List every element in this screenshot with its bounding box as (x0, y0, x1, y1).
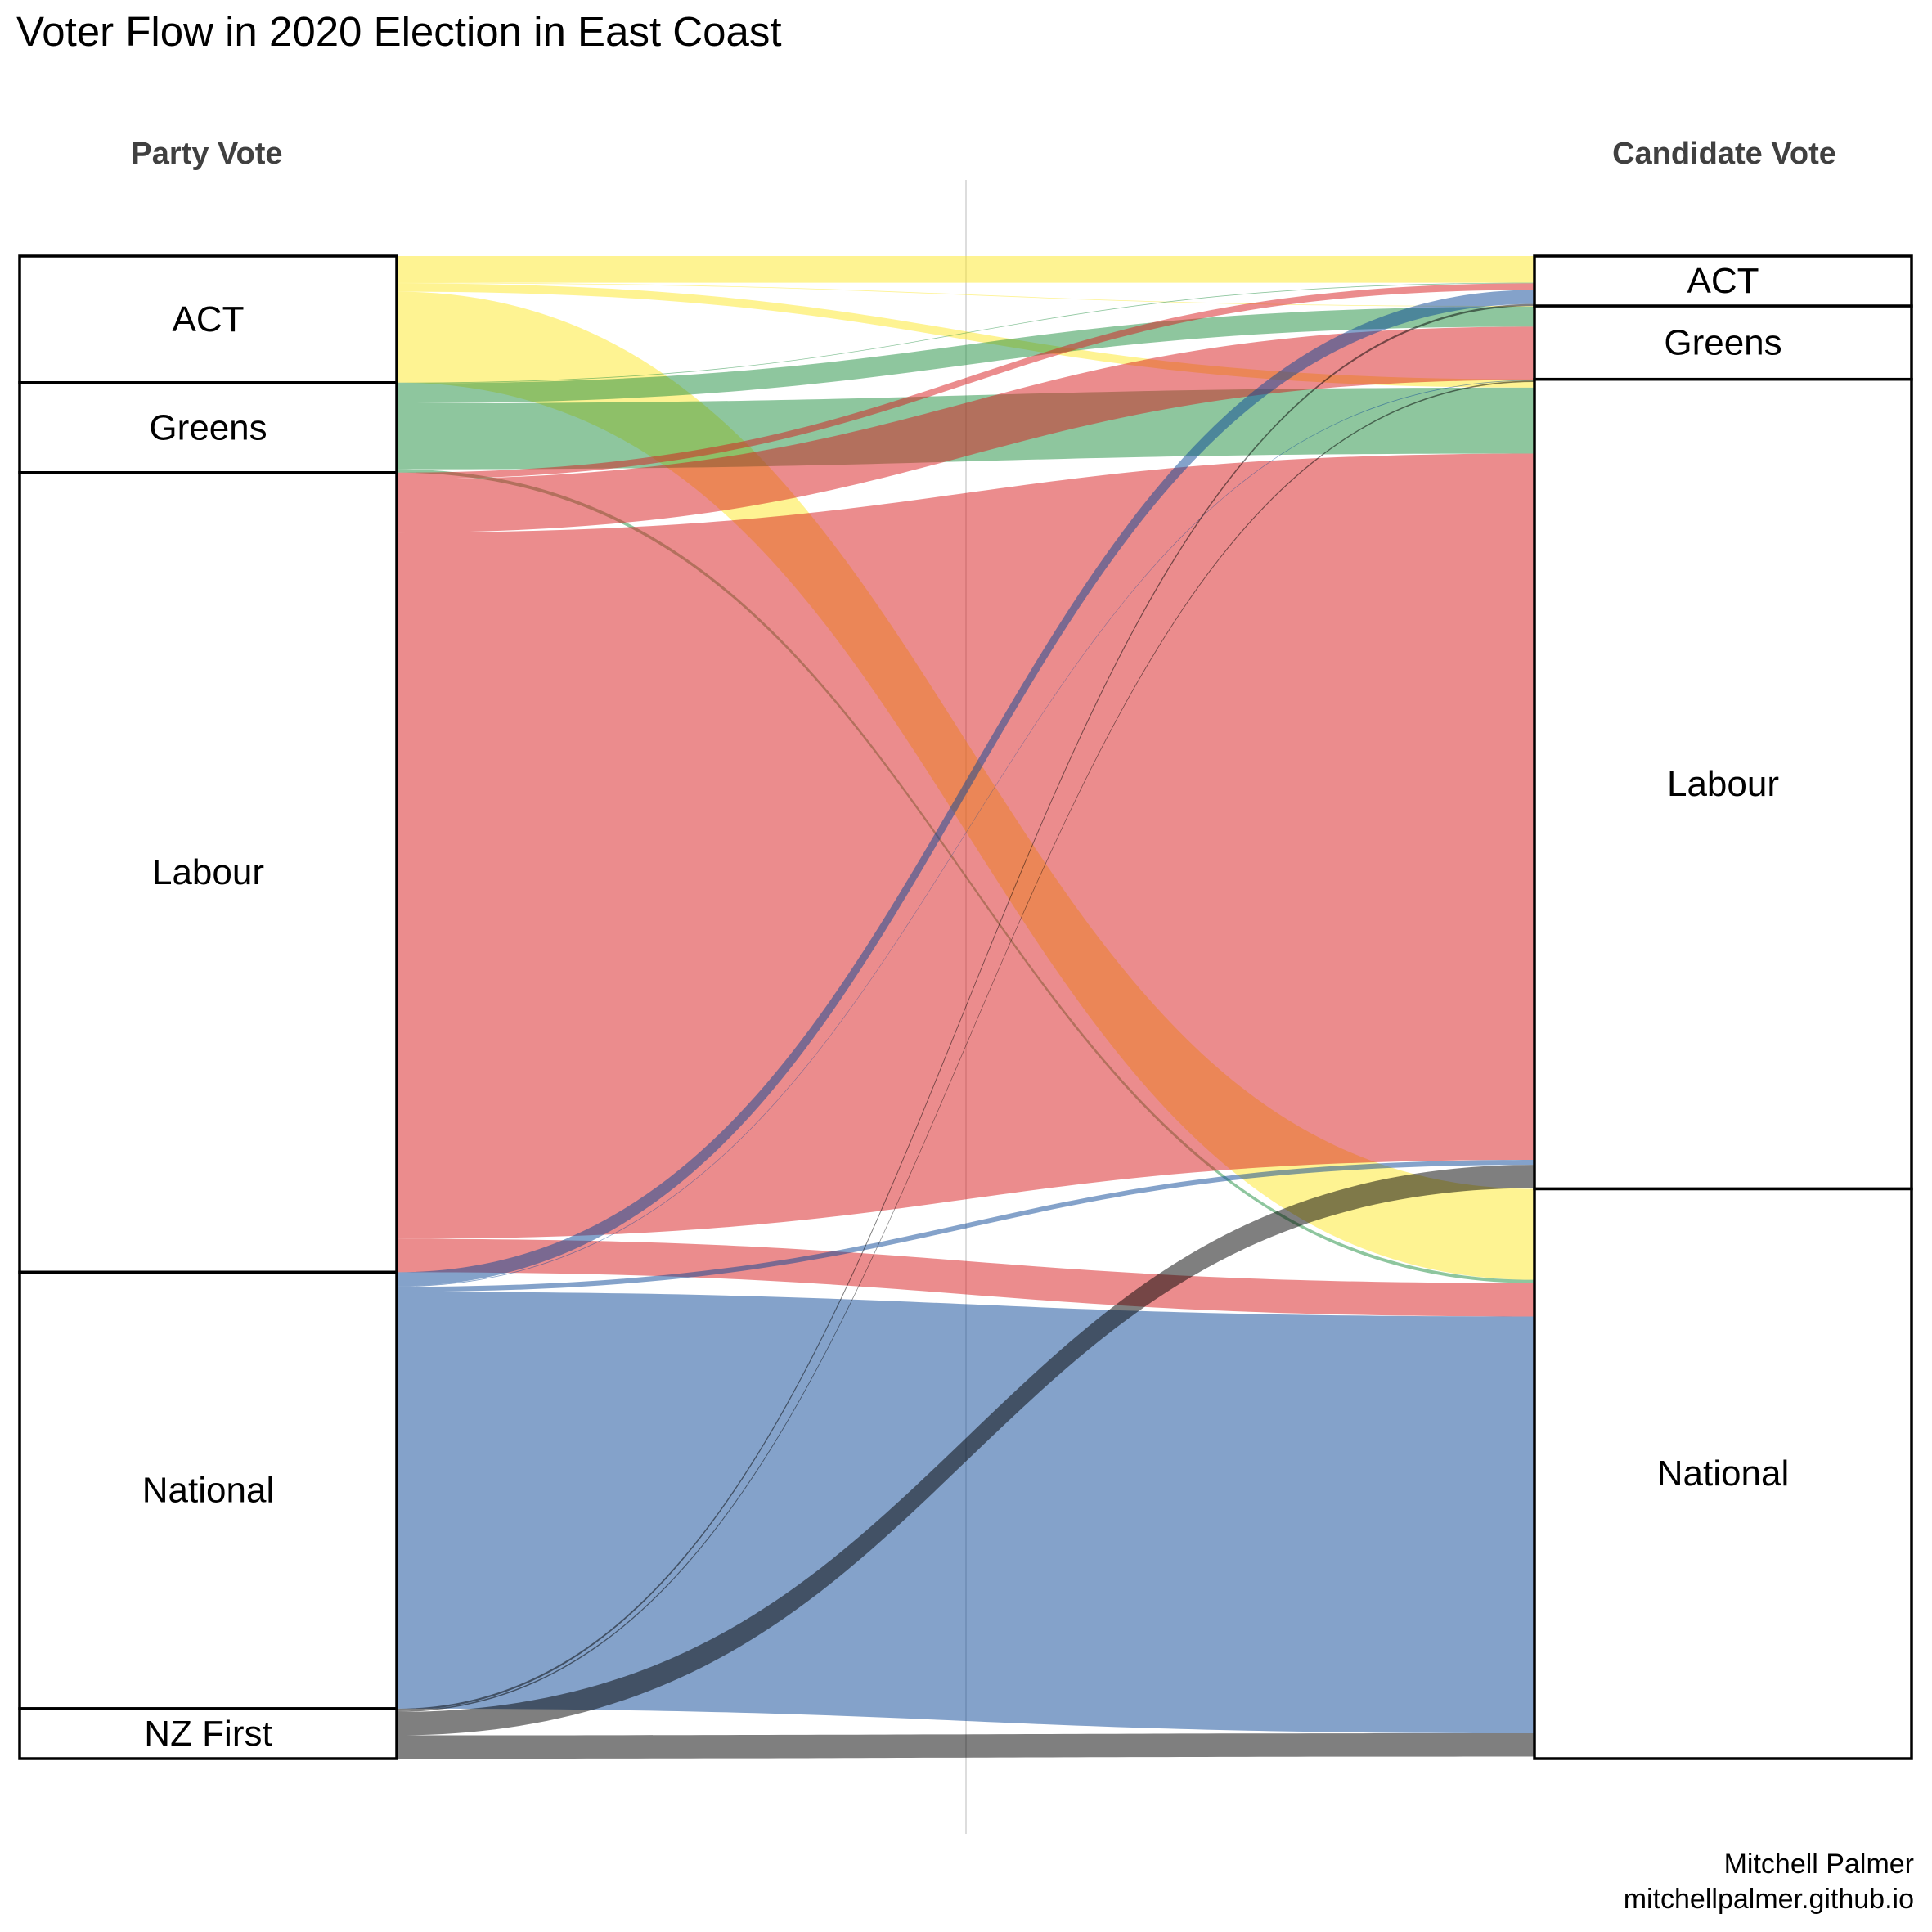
chart-title: Voter Flow in 2020 Election in East Coas… (16, 8, 782, 55)
right-node-act (1533, 254, 1913, 308)
flow-greens-to-greens (397, 306, 1534, 404)
left-node-label-greens: Greens (149, 407, 267, 447)
flow-national-to-greens (397, 380, 1534, 1287)
right-node-label-national: National (1657, 1453, 1789, 1494)
left-node-label-national: National (142, 1471, 274, 1511)
right-axis-label: Candidate Vote (1612, 137, 1836, 171)
flow-act-to-labour (397, 283, 1534, 388)
right-node-label-greens: Greens (1664, 322, 1781, 362)
left-node-act (18, 254, 398, 384)
flow-nz-first-to-act (397, 303, 1534, 1711)
flow-act-to-act (397, 256, 1534, 283)
left-node-label-nz-first: NZ First (144, 1714, 272, 1754)
flow-nz-first-to-greens (397, 380, 1534, 1712)
flow-greens-to-act (397, 282, 1534, 384)
credit-website: mitchellpalmer.github.io (1624, 1884, 1914, 1915)
left-node-label-act: ACT (173, 299, 245, 339)
left-node-label-labour: Labour (152, 852, 264, 892)
flow-nz-first-to-national (397, 1733, 1534, 1759)
right-node-national (1533, 1187, 1913, 1760)
flow-national-to-labour (397, 1160, 1534, 1292)
flow-labour-to-labour (397, 453, 1534, 1239)
flow-labour-to-national (397, 1238, 1534, 1317)
left-node-nz-first (18, 1707, 398, 1760)
credit-author: Mitchell Palmer (1724, 1849, 1914, 1880)
right-node-label-labour: Labour (1667, 764, 1779, 804)
flow-labour-to-act (397, 283, 1534, 479)
right-node-greens (1533, 304, 1913, 381)
right-node-label-act: ACT (1687, 261, 1759, 301)
flow-labour-to-greens (397, 326, 1534, 533)
left-axis-label: Party Vote (131, 137, 282, 171)
flow-national-to-national (397, 1292, 1534, 1734)
left-node-greens (18, 381, 398, 474)
flow-national-to-act (397, 290, 1534, 1287)
flow-links (397, 256, 1534, 1759)
party-nodes: ACT Greens Labour National NZ First ACT Greens… (18, 254, 1913, 1760)
left-node-national (18, 1270, 398, 1710)
right-node-labour (1533, 377, 1913, 1191)
left-node-labour (18, 471, 398, 1274)
flow-nz-first-to-labour (397, 1165, 1534, 1736)
flow-act-to-greens (397, 282, 1534, 307)
